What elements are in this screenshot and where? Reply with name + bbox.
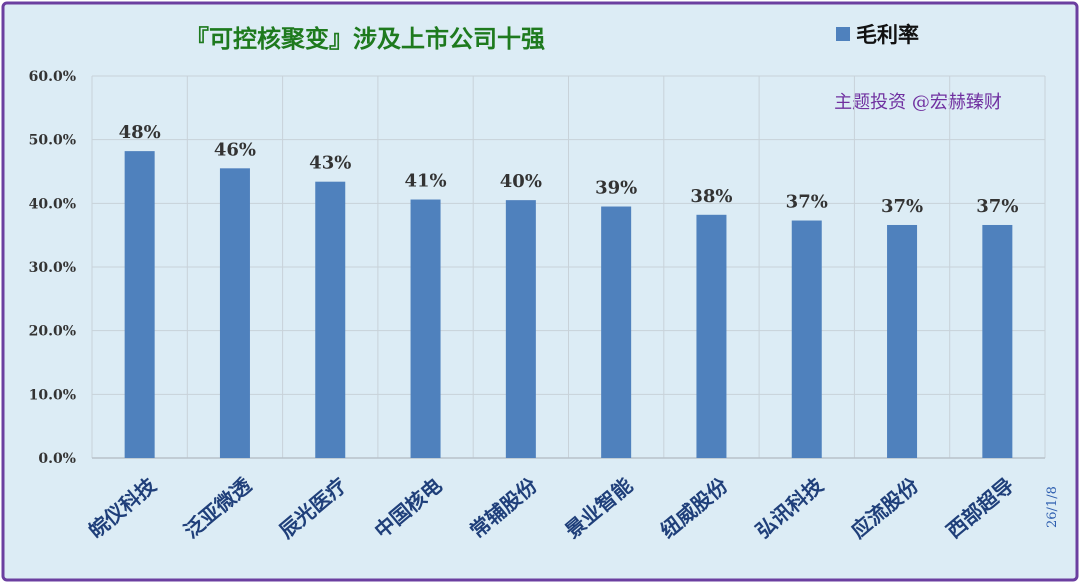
bar-value-label: 43% <box>309 153 351 174</box>
bar-value-label: 41% <box>404 171 446 192</box>
y-tick-label: 50.0% <box>29 133 76 149</box>
bar-value-label: 37% <box>976 196 1018 217</box>
bar-value-label: 38% <box>690 186 732 207</box>
chart-title: 『可控核聚变』涉及上市公司十强 <box>185 24 545 53</box>
data-labels: 48% 46% 43% 41% 40% 39% 38% 37% 37% 37% <box>119 122 1019 217</box>
y-tick-label: 40.0% <box>29 196 76 212</box>
gridlines <box>91 75 1046 459</box>
legend-label: 毛利率 <box>856 22 919 47</box>
bars <box>124 151 1013 459</box>
bar <box>887 224 918 458</box>
watermark-text: 主题投资 @宏赫臻财 <box>834 92 1002 113</box>
bar <box>124 151 155 459</box>
bar <box>505 200 536 458</box>
bar-value-label: 48% <box>119 122 161 143</box>
bar <box>982 224 1013 458</box>
y-tick-label: 30.0% <box>29 260 76 276</box>
bar-value-label: 37% <box>881 196 923 217</box>
legend: 毛利率 <box>836 22 919 47</box>
y-tick-label: 0.0% <box>38 451 76 467</box>
bar-value-label: 37% <box>786 192 828 213</box>
bar <box>315 181 346 459</box>
legend-swatch <box>836 27 850 41</box>
y-axis-ticks: 0.0% 10.0% 20.0% 30.0% 40.0% 50.0% 60.0% <box>29 69 76 467</box>
bar-value-label: 40% <box>500 171 542 192</box>
bar <box>791 220 822 458</box>
y-tick-label: 20.0% <box>29 324 76 340</box>
bar-value-label: 39% <box>595 178 637 199</box>
bar <box>601 206 632 458</box>
bar-value-label: 46% <box>214 139 256 160</box>
bar <box>219 168 250 459</box>
date-label: 26/1/8 <box>1045 486 1060 528</box>
bar <box>696 214 727 458</box>
y-tick-label: 10.0% <box>29 387 76 403</box>
bar <box>410 199 441 458</box>
y-tick-label: 60.0% <box>29 69 76 85</box>
